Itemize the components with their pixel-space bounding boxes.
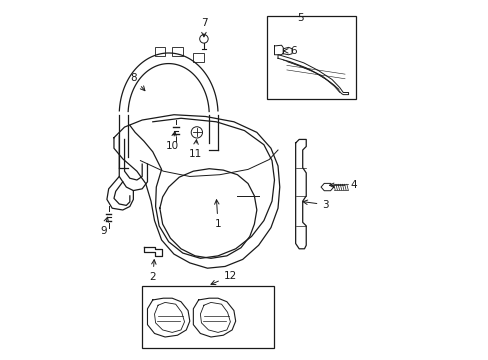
Bar xyxy=(154,47,165,56)
Bar xyxy=(267,16,355,99)
Bar xyxy=(193,53,203,62)
Text: 8: 8 xyxy=(130,73,144,91)
Text: 7: 7 xyxy=(200,18,207,37)
Bar xyxy=(172,47,183,56)
Text: 12: 12 xyxy=(211,271,237,285)
Text: 5: 5 xyxy=(297,13,304,23)
Text: 9: 9 xyxy=(100,217,108,236)
Text: 1: 1 xyxy=(214,200,221,229)
Text: 11: 11 xyxy=(188,140,202,158)
Text: 2: 2 xyxy=(149,260,156,282)
Bar xyxy=(142,286,274,348)
Text: 6: 6 xyxy=(283,46,296,56)
Text: 3: 3 xyxy=(303,200,328,210)
Text: 10: 10 xyxy=(165,132,179,152)
Text: 4: 4 xyxy=(329,180,356,190)
